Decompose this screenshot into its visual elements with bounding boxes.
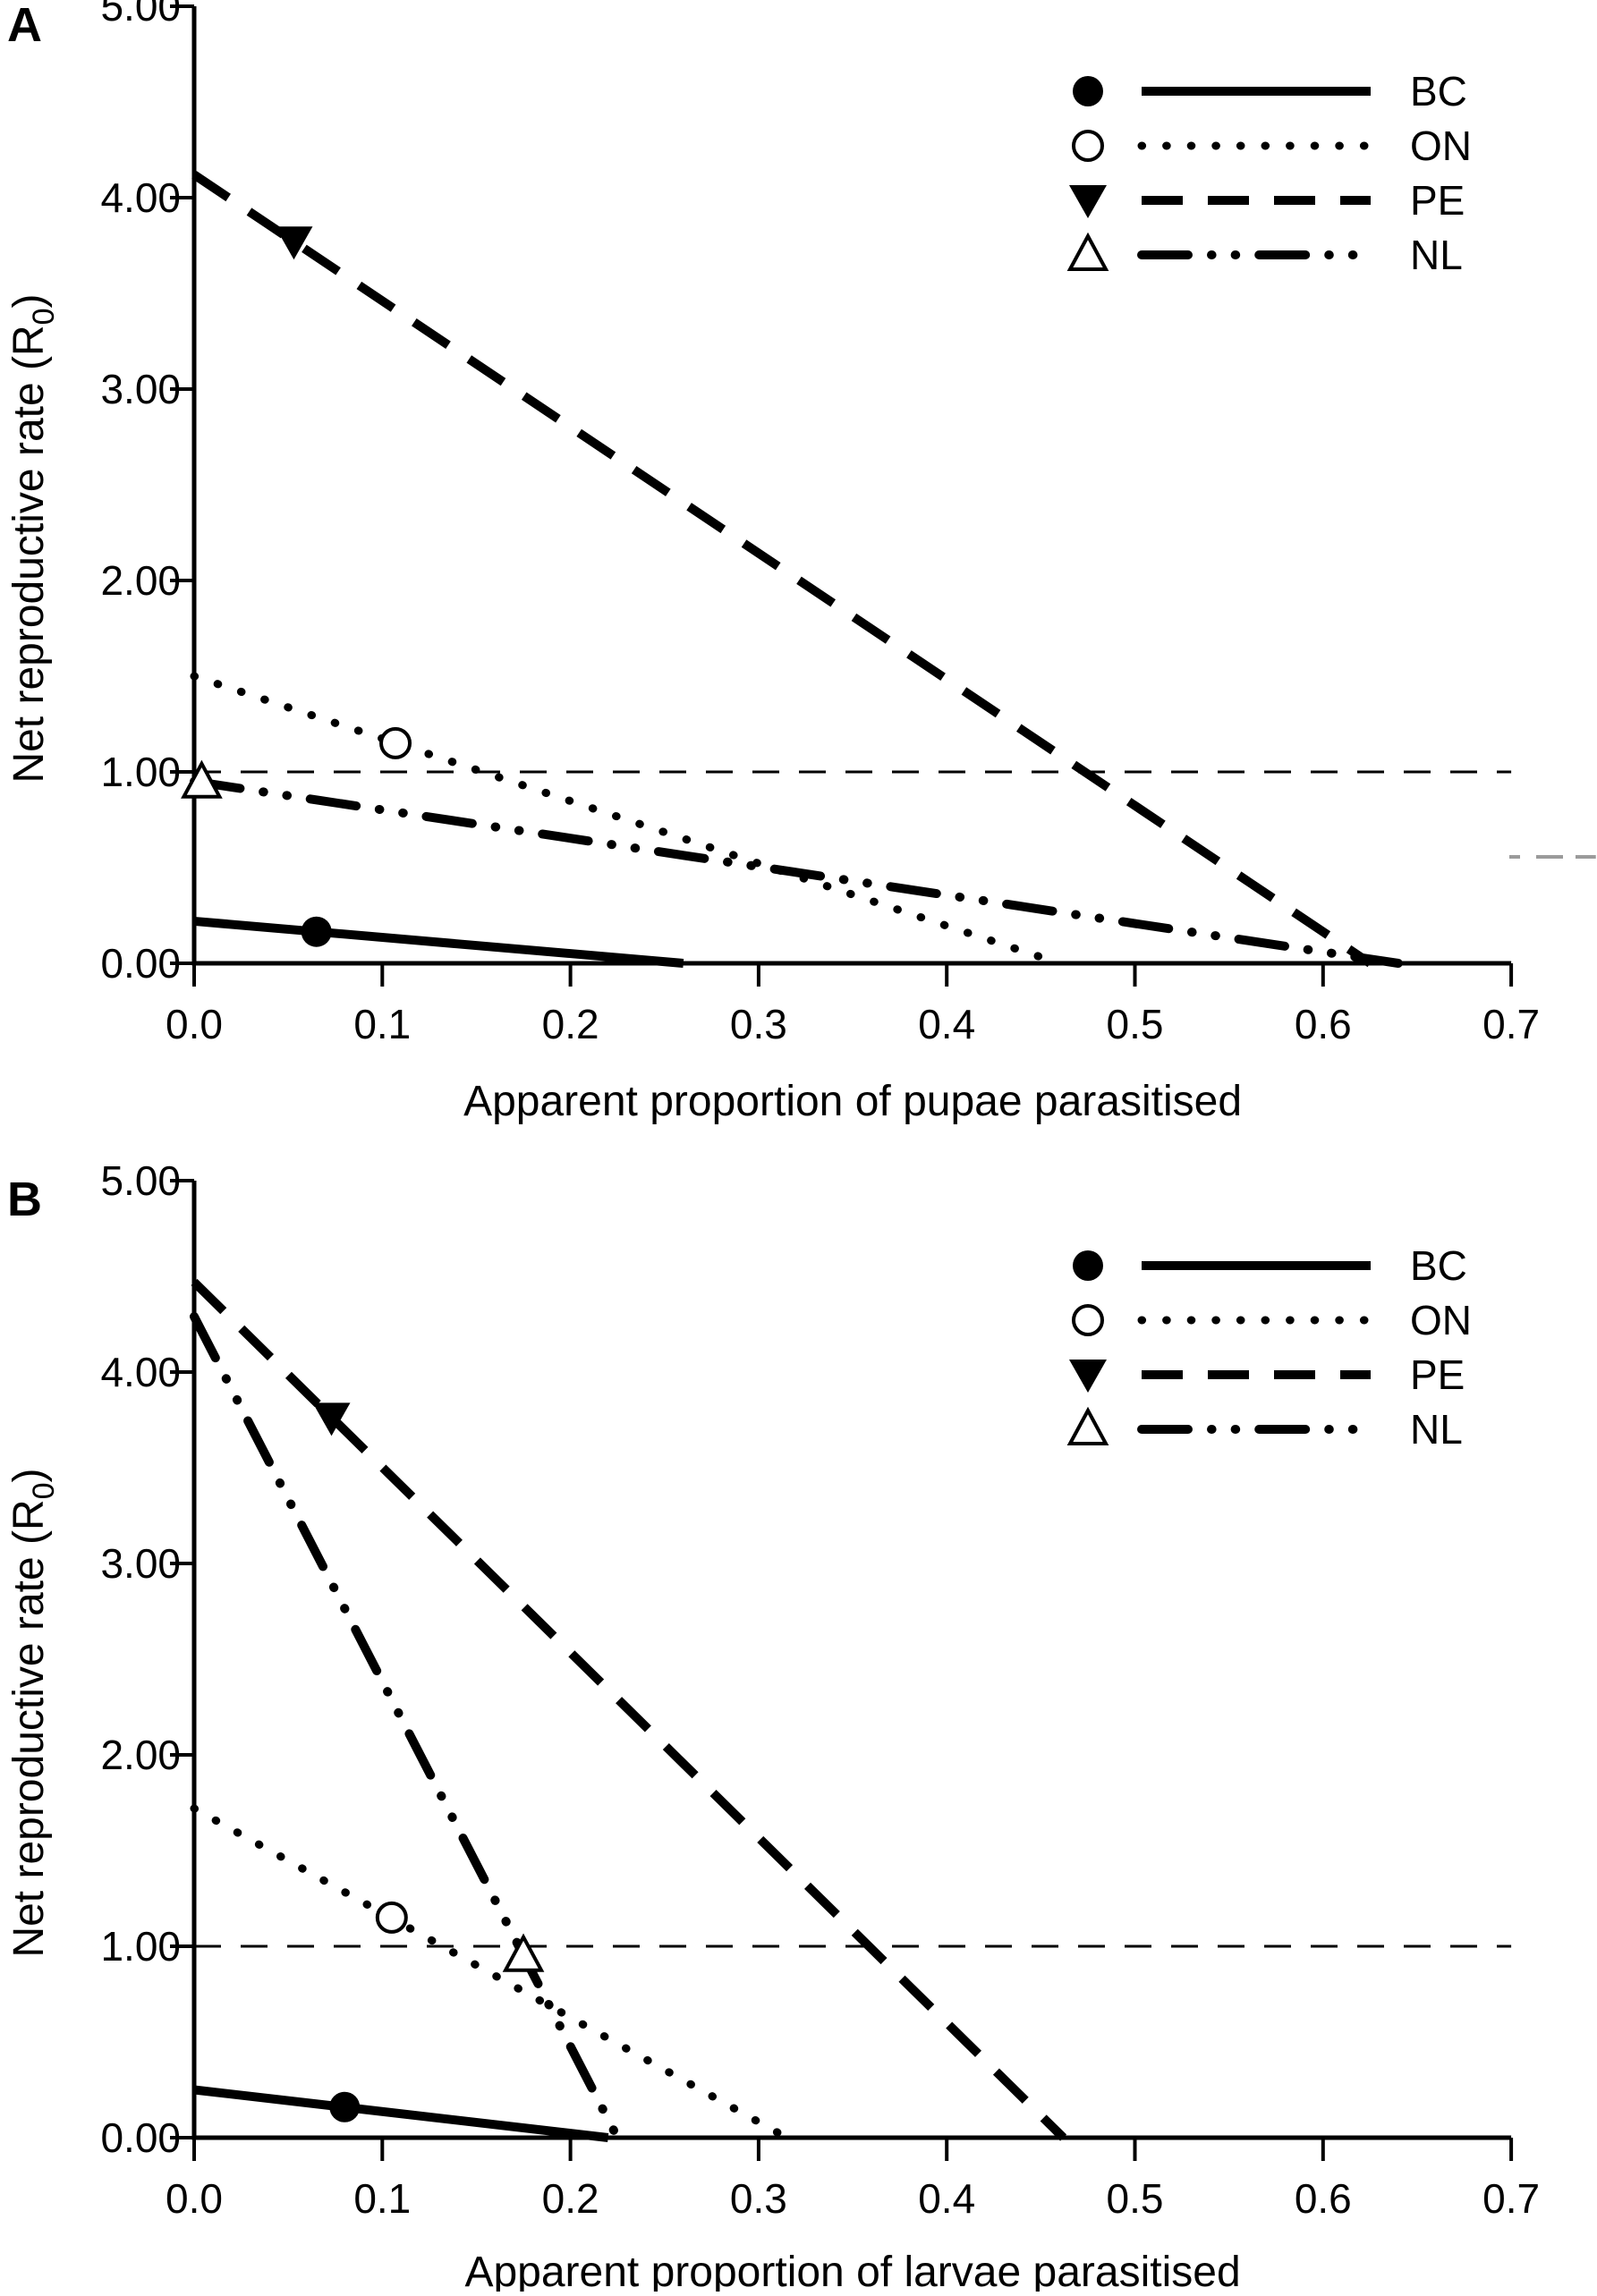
- legend-item-on: ON: [1072, 123, 1472, 169]
- marker-bc: [301, 916, 332, 947]
- y-axis-title-b: Net reproductive rate (R0): [5, 1468, 61, 1957]
- panel-b: B 0.00 1.00 2.00 3.00 4.00 5.00 0.0 0.1 0.2 0.3 0.4…: [5, 1157, 1540, 2296]
- y-tick-label: 1.00: [100, 749, 181, 795]
- series-line-on: [190, 1804, 791, 2142]
- series-line-bc: [193, 916, 684, 968]
- legend-label: PE: [1410, 1351, 1465, 1398]
- marker-pe: [312, 1402, 351, 1436]
- series-line-pe: [191, 171, 1373, 968]
- x-tick-label: 0.3: [730, 1001, 787, 1047]
- legend-item-pe: PE: [1069, 1351, 1465, 1398]
- legend-label: BC: [1410, 68, 1467, 114]
- y-tick-label: 5.00: [100, 1157, 181, 1204]
- legend-a: BC ON PE NL: [1066, 68, 1472, 278]
- y-tick-label: 3.00: [100, 1540, 181, 1587]
- x-tick-label: 0.5: [1107, 1001, 1164, 1047]
- series-line-on: [190, 672, 1064, 968]
- series-line-bc: [193, 2085, 609, 2142]
- x-tick-label: 0.7: [1482, 2175, 1540, 2222]
- legend-label: NL: [1410, 1406, 1463, 1453]
- legend-item-nl: NL: [1066, 232, 1463, 278]
- legend-label: ON: [1410, 1297, 1472, 1343]
- series-line-pe: [191, 1278, 1067, 2141]
- x-tick-label: 0.7: [1482, 1001, 1540, 1047]
- legend-item-pe: PE: [1069, 177, 1465, 224]
- legend-marker-open-circle: [1072, 130, 1104, 162]
- legend-marker-filled-triangle-down: [1069, 185, 1107, 218]
- marker-nl: [181, 759, 223, 799]
- x-tick-label: 0.2: [542, 1001, 599, 1047]
- y-tick-label: 0.00: [100, 940, 181, 987]
- y-axis-title-a: Net reproductive rate (R0): [5, 293, 61, 783]
- legend-item-on: ON: [1072, 1297, 1472, 1343]
- legend-marker-filled-triangle-down: [1069, 1360, 1107, 1393]
- panel-letter-b: B: [7, 1173, 42, 1226]
- marker-pe: [275, 226, 313, 260]
- legend-marker-open-triangle-up: [1066, 1406, 1109, 1445]
- axes-b: [191, 1181, 1512, 2140]
- axes-a: [191, 6, 1512, 966]
- legend-item-nl: NL: [1066, 1406, 1463, 1453]
- y-tick-label: 0.00: [100, 2114, 181, 2161]
- y-tick-label: 3.00: [100, 366, 181, 412]
- legend-marker-filled-circle: [1073, 76, 1103, 106]
- legend-label: BC: [1410, 1242, 1467, 1289]
- x-tick-label: 0.4: [918, 2175, 975, 2222]
- x-tick-label: 0.0: [166, 1001, 223, 1047]
- y-tick-label: 5.00: [100, 0, 181, 30]
- x-tick-label: 0.3: [730, 2175, 787, 2222]
- x-tick-label: 0.0: [166, 2175, 223, 2222]
- panel-a: A 0.00 1.00 2.00 3.00 4.00 5.00 0.0 0.1 0.2 0.3 0.4…: [5, 0, 1596, 1125]
- legend-b: BC ON PE NL: [1066, 1242, 1472, 1453]
- x-tick-label: 0.2: [542, 2175, 599, 2222]
- x-axis-title-b: Apparent proportion of larvae parasitise…: [464, 2249, 1240, 2292]
- x-tick-label: 0.5: [1107, 2175, 1164, 2222]
- x-tick-label: 0.6: [1295, 1001, 1352, 1047]
- x-tick-label: 0.6: [1295, 2175, 1352, 2222]
- x-axis-title-a: Apparent proportion of pupae parasitised: [463, 1078, 1242, 1125]
- panel-letter-a: A: [7, 0, 42, 52]
- x-tick-label: 0.4: [918, 1001, 975, 1047]
- y-tick-label: 2.00: [100, 1732, 181, 1778]
- legend-marker-open-circle: [1072, 1304, 1104, 1336]
- legend-item-bc: BC: [1073, 1242, 1467, 1289]
- y-tick-label: 4.00: [100, 174, 181, 221]
- series-line-nl: [190, 1311, 623, 2142]
- y-tick-label: 4.00: [100, 1349, 181, 1395]
- marker-on: [375, 1901, 408, 1934]
- legend-marker-open-triangle-up: [1066, 232, 1109, 271]
- x-tick-label: 0.1: [353, 2175, 411, 2222]
- marker-bc: [329, 2091, 361, 2122]
- legend-label: NL: [1410, 232, 1463, 278]
- legend-label: ON: [1410, 123, 1472, 169]
- marker-nl: [502, 1933, 545, 1972]
- y-tick-label: 1.00: [100, 1923, 181, 1970]
- legend-marker-filled-circle: [1073, 1250, 1103, 1281]
- marker-on: [379, 726, 412, 759]
- series-line-nl: [190, 776, 1403, 968]
- legend-item-bc: BC: [1073, 68, 1467, 114]
- legend-label: PE: [1410, 177, 1465, 224]
- x-tick-label: 0.1: [353, 1001, 411, 1047]
- y-tick-label: 2.00: [100, 557, 181, 604]
